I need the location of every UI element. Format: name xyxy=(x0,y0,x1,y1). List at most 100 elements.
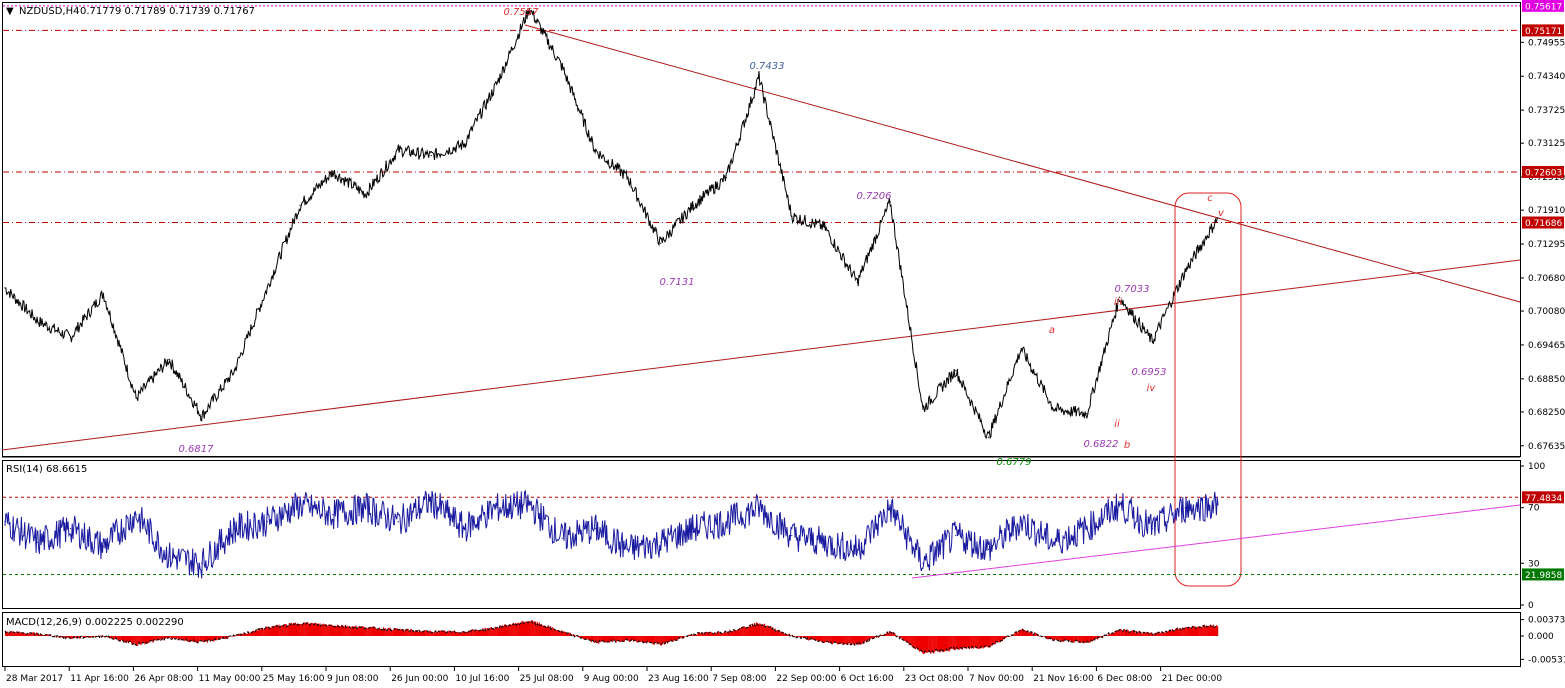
macd-bar xyxy=(606,636,608,643)
macd-bar xyxy=(778,630,780,636)
macd-bar xyxy=(1198,626,1200,636)
macd-bar xyxy=(516,624,518,636)
macd-bar xyxy=(1123,629,1125,636)
macd-bar xyxy=(357,627,359,636)
macd-bar xyxy=(311,622,313,636)
macd-bar xyxy=(341,625,343,636)
rsi-series-line[interactable] xyxy=(4,489,1219,579)
macd-bar xyxy=(704,633,706,636)
macd-bar xyxy=(887,631,889,636)
macd-bar xyxy=(32,632,34,636)
rsi-level-label: 77.4834 xyxy=(1525,494,1562,504)
macd-bar xyxy=(1087,636,1090,643)
macd-bar xyxy=(343,626,345,636)
price-point xyxy=(889,201,891,203)
macd-bar xyxy=(995,636,997,643)
price-panel[interactable] xyxy=(2,2,1521,457)
macd-bar xyxy=(270,627,272,636)
price-point xyxy=(1217,217,1219,219)
macd-bar xyxy=(12,632,14,636)
macd-bar xyxy=(329,624,331,636)
macd-bar xyxy=(1049,636,1051,639)
ascending-trendline[interactable] xyxy=(1,259,1521,451)
macd-bar xyxy=(256,629,258,636)
macd-bar xyxy=(168,636,171,639)
time-tick-label: 9 Aug 00:00 xyxy=(584,674,639,684)
macd-bar xyxy=(1180,628,1182,636)
macd-bar xyxy=(944,636,946,652)
macd-bar xyxy=(676,636,678,641)
macd-bar xyxy=(288,623,290,636)
macd-bar xyxy=(526,621,528,636)
macd-bar xyxy=(404,629,406,636)
macd-bar xyxy=(1149,633,1151,636)
macd-bar xyxy=(970,636,972,648)
macd-bar xyxy=(781,632,783,636)
macd-bar xyxy=(129,636,131,642)
macd-bar xyxy=(618,636,620,642)
macd-bar xyxy=(280,625,282,636)
rsi-point xyxy=(102,546,104,548)
rsi-trendline[interactable] xyxy=(911,504,1521,579)
macd-bar xyxy=(429,630,431,636)
macd-bar xyxy=(432,632,434,636)
macd-bar xyxy=(716,633,718,636)
macd-bar xyxy=(811,636,813,639)
rsi-level-lines[interactable]: 77.4834 21.9858 xyxy=(3,491,1564,581)
annotation-label: 0.6822 xyxy=(1084,439,1119,450)
macd-bar xyxy=(584,636,587,640)
macd-bar xyxy=(279,626,281,636)
macd-bar xyxy=(786,634,788,636)
macd-bar xyxy=(841,636,843,644)
macd-bar xyxy=(862,636,864,644)
annotation-label: 0.7206 xyxy=(857,191,892,202)
price-point xyxy=(102,292,104,294)
macd-bar xyxy=(98,635,100,636)
rsi-panel[interactable] xyxy=(2,460,1521,609)
macd-bar xyxy=(737,629,739,636)
macd-bar xyxy=(994,636,996,645)
macd-bar xyxy=(385,628,387,636)
macd-bar xyxy=(1094,636,1096,641)
macd-bar xyxy=(909,636,911,645)
dropdown-triangle-icon[interactable]: ▼ xyxy=(6,6,14,17)
rsi-point xyxy=(332,514,334,516)
macd-bar xyxy=(1046,636,1049,640)
price-y-tick-label: 0.68250 xyxy=(1528,408,1565,418)
descending-trendline[interactable] xyxy=(524,24,1521,303)
macd-bar xyxy=(276,624,278,636)
macd-panel[interactable] xyxy=(2,612,1521,667)
macd-bar xyxy=(390,628,392,636)
macd-bar xyxy=(682,636,684,639)
macd-bar xyxy=(107,636,109,638)
macd-bar xyxy=(354,626,356,636)
macd-bar xyxy=(941,636,943,650)
macd-bar xyxy=(1004,636,1007,638)
price-level-label: 0.75171 xyxy=(1525,27,1562,37)
highlight-rounded-box[interactable] xyxy=(1174,192,1242,587)
macd-bar xyxy=(940,636,942,652)
price-point xyxy=(823,226,826,228)
macd-bar xyxy=(177,636,179,639)
macd-bar xyxy=(629,636,632,642)
macd-bar xyxy=(1064,636,1066,641)
macd-bar xyxy=(363,627,365,636)
macd-bar xyxy=(544,625,547,636)
price-point xyxy=(1053,408,1055,410)
macd-y-tick-label: -0.005319 xyxy=(1528,655,1565,665)
macd-bar xyxy=(926,636,928,653)
macd-bar xyxy=(1057,636,1059,641)
time-tick-label: 25 May 16:00 xyxy=(263,674,325,684)
price-series-line[interactable] xyxy=(5,8,1219,440)
price-point xyxy=(528,7,531,10)
macd-bar xyxy=(566,632,568,636)
macd-bar xyxy=(322,623,324,636)
macd-bar xyxy=(317,623,319,636)
macd-bar xyxy=(935,636,937,651)
macd-bar xyxy=(728,632,730,636)
macd-histogram[interactable] xyxy=(5,620,1219,655)
price-level-lines[interactable]: 0.75617 0.75171 0.72603 0.71686 xyxy=(3,0,1564,229)
macd-bar xyxy=(1027,630,1029,636)
macd-bar xyxy=(667,636,669,643)
